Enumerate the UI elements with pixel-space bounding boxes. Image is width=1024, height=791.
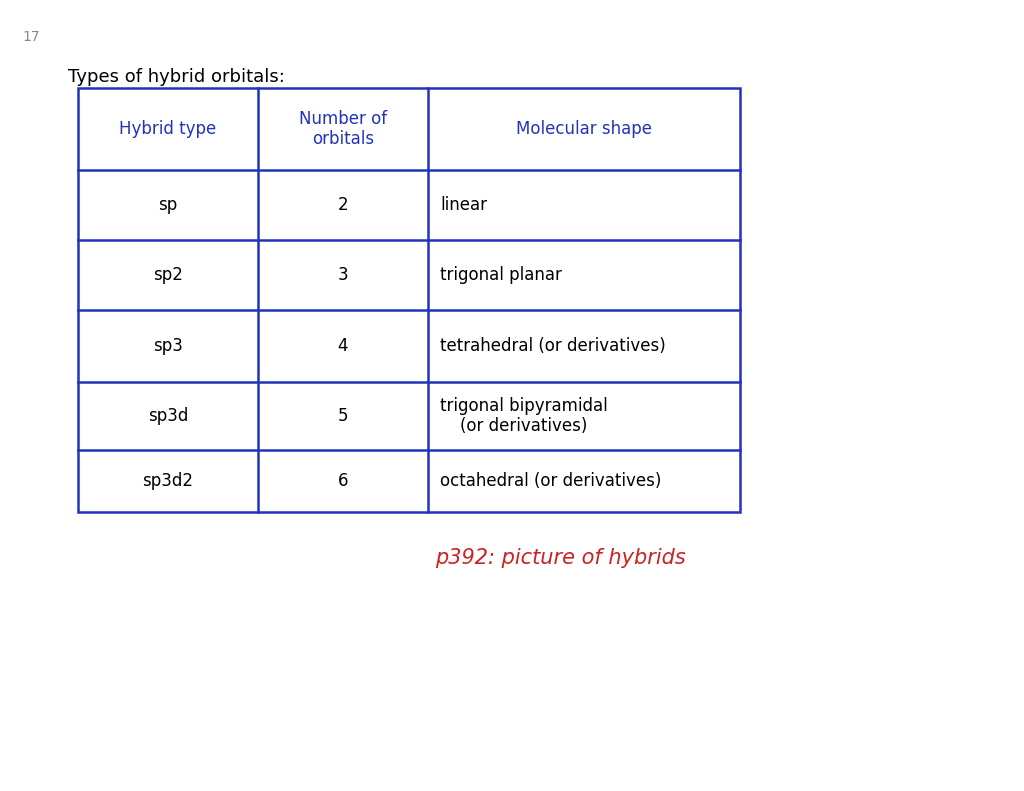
Text: Number of
orbitals: Number of orbitals	[299, 110, 387, 149]
Text: 3: 3	[338, 266, 348, 284]
Text: sp: sp	[159, 196, 177, 214]
Text: linear: linear	[440, 196, 487, 214]
Text: tetrahedral (or derivatives): tetrahedral (or derivatives)	[440, 337, 666, 355]
Text: sp3: sp3	[153, 337, 183, 355]
Bar	[78, 88, 740, 512]
Text: trigonal planar: trigonal planar	[440, 266, 562, 284]
Text: 4: 4	[338, 337, 348, 355]
Text: Types of hybrid orbitals:: Types of hybrid orbitals:	[68, 68, 285, 86]
Text: 6: 6	[338, 472, 348, 490]
Text: p392: picture of hybrids: p392: picture of hybrids	[434, 548, 685, 568]
Text: sp3d2: sp3d2	[142, 472, 194, 490]
Text: 5: 5	[338, 407, 348, 425]
Text: sp2: sp2	[153, 266, 183, 284]
Text: octahedral (or derivatives): octahedral (or derivatives)	[440, 472, 662, 490]
Text: trigonal bipyramidal
(or derivatives): trigonal bipyramidal (or derivatives)	[440, 396, 608, 435]
Text: Molecular shape: Molecular shape	[516, 120, 652, 138]
Text: 17: 17	[22, 30, 40, 44]
Text: Hybrid type: Hybrid type	[120, 120, 217, 138]
Text: 2: 2	[338, 196, 348, 214]
Text: sp3d: sp3d	[147, 407, 188, 425]
